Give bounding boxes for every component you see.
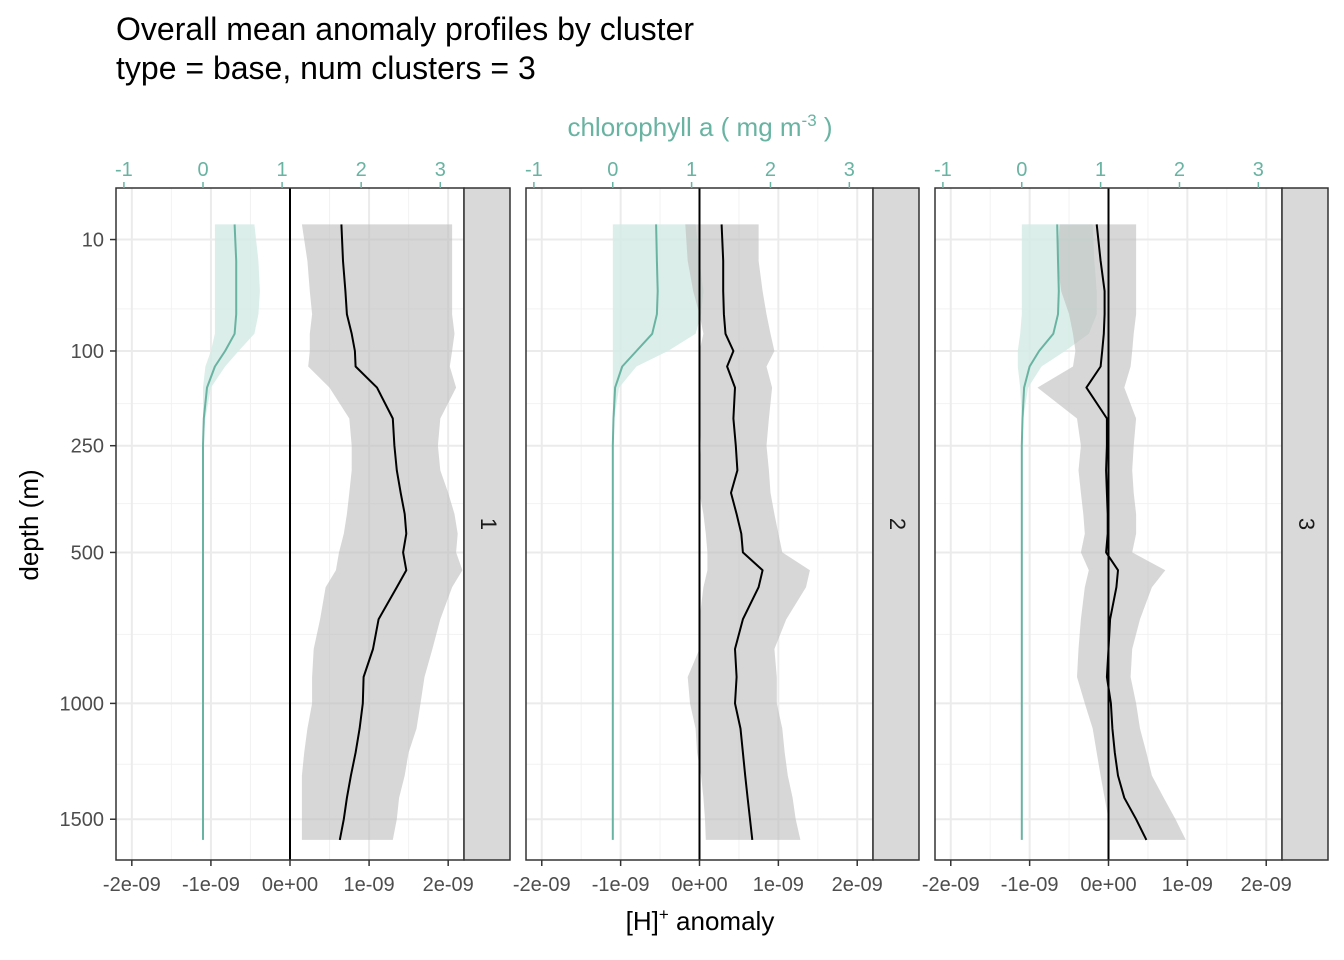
top-tick-label: 1	[686, 159, 697, 181]
h-anomaly-ribbon	[685, 224, 810, 840]
facet-strip	[1281, 187, 1329, 861]
bottom-axis-title-suffix: anomaly	[669, 906, 775, 936]
facet-panels: 1-2e-09 -1e-09 0e+00 1e-09 2e-09-1 0 1 2 3101002…	[60, 159, 1329, 896]
y-tick-label: 250	[71, 436, 104, 458]
bottom-tick-label: -1e-09	[1001, 874, 1059, 896]
panel-1: 1 -2e-09 -1e-09 0e+00 1e-09 2e-09 -1 0 1 2 3 10 100 2…	[60, 159, 511, 896]
h-anomaly-ribbon	[301, 224, 463, 840]
top-tick-label: 0	[1016, 159, 1027, 181]
h-anomaly-mean-line	[720, 224, 764, 841]
top-axis-title: chlorophyll a ( mg m-3 )	[567, 111, 832, 142]
h-anomaly-mean-line	[1085, 224, 1148, 841]
y-tick-label: 1500	[60, 809, 105, 831]
bottom-tick-label: 2e-09	[832, 874, 883, 896]
bottom-tick-label: 2e-09	[1241, 874, 1292, 896]
y-tick-label: 1000	[60, 693, 105, 715]
top-tick-label: 2	[1174, 159, 1185, 181]
y-tick-label: 10	[82, 230, 104, 252]
panel-3: 3 -2e-09 -1e-09 0e+00 1e-09 2e-09 -1 0 1 2 3	[922, 159, 1329, 896]
y-tick-label: 100	[71, 341, 104, 363]
bottom-tick-label: 1e-09	[1162, 874, 1213, 896]
top-tick-label: 1	[277, 159, 288, 181]
top-tick-label: 0	[607, 159, 618, 181]
top-axis-title-prefix: chlorophyll a ( mg m	[567, 112, 801, 142]
panel-2: 2 -2e-09 -1e-09 0e+00 1e-09 2e-09 -1 0 1 2 3	[513, 159, 920, 896]
top-tick-label: 2	[765, 159, 776, 181]
facet-strip-label: 3	[1294, 518, 1319, 530]
y-axis-title: depth (m)	[14, 469, 44, 580]
bottom-tick-label: 1e-09	[753, 874, 804, 896]
top-tick-label: 1	[1095, 159, 1106, 181]
bottom-tick-label: 0e+00	[671, 874, 727, 896]
top-axis-title-suffix: )	[817, 112, 833, 142]
top-tick-label: -1	[934, 159, 952, 181]
top-tick-label: 3	[844, 159, 855, 181]
top-tick-label: 2	[356, 159, 367, 181]
facet-strip-label: 1	[476, 518, 501, 530]
y-tick-label: 500	[71, 542, 104, 564]
bottom-tick-label: 0e+00	[262, 874, 318, 896]
top-axis-title-sup: -3	[802, 111, 817, 130]
bottom-tick-label: -2e-09	[513, 874, 571, 896]
bottom-axis-title: [H]+ anomaly	[626, 905, 775, 936]
top-tick-label: 0	[197, 159, 208, 181]
facet-strip-label: 2	[885, 518, 910, 530]
chart-title: Overall mean anomaly profiles by cluster…	[116, 10, 694, 88]
bottom-axis-title-main: [H]	[626, 906, 659, 936]
bottom-tick-label: -2e-09	[922, 874, 980, 896]
top-tick-label: -1	[525, 159, 543, 181]
bottom-tick-label: 2e-09	[423, 874, 474, 896]
bottom-tick-label: 1e-09	[344, 874, 395, 896]
top-tick-label: 3	[435, 159, 446, 181]
facet-strip	[463, 187, 511, 861]
bottom-tick-label: -2e-09	[103, 874, 161, 896]
top-tick-label: -1	[115, 159, 133, 181]
top-tick-label: 3	[1253, 159, 1264, 181]
chlorophyll-mean-line	[1020, 224, 1060, 840]
bottom-tick-label: 0e+00	[1080, 874, 1136, 896]
h-anomaly-mean-line	[338, 224, 408, 841]
chart-title-line-1: Overall mean anomaly profiles by cluster	[116, 11, 695, 47]
chlorophyll-mean-line	[611, 224, 659, 840]
facet-strip	[872, 187, 920, 861]
h-anomaly-ribbon	[1037, 224, 1186, 840]
chlorophyll-mean-line	[202, 224, 238, 840]
bottom-axis-title-sup: +	[659, 905, 669, 924]
bottom-tick-label: -1e-09	[182, 874, 240, 896]
bottom-tick-label: -1e-09	[592, 874, 650, 896]
chart-title-line-2: type = base, num clusters = 3	[116, 50, 536, 86]
chlorophyll-ribbon	[203, 224, 260, 840]
